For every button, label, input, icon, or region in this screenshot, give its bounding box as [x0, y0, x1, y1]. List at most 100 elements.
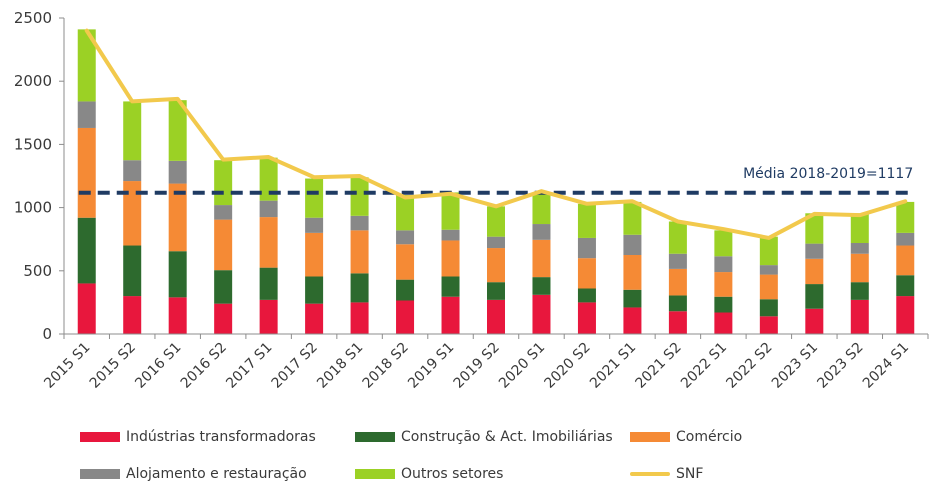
bar-segment: [123, 101, 142, 161]
y-tick-label: 0: [42, 325, 52, 343]
x-tick-label: 2017 S1: [223, 340, 275, 392]
bar-segment: [77, 217, 96, 284]
bar-segment: [259, 217, 278, 268]
x-tick-label: 2022 S1: [678, 340, 730, 392]
x-tick-label: 2020 S1: [496, 340, 548, 392]
x-tick-label: 2021 S2: [632, 340, 684, 392]
bar-segment: [123, 296, 142, 334]
bar-segment: [805, 284, 824, 309]
bar-segment: [850, 242, 869, 254]
bar-segment: [805, 243, 824, 259]
x-tick-label: 2017 S2: [269, 340, 321, 392]
bar-segment: [714, 312, 733, 334]
bar-segment: [168, 100, 187, 161]
bar-segment: [350, 215, 369, 231]
bar-segment: [77, 283, 96, 334]
bar-segment: [305, 303, 324, 334]
bar-segment: [714, 296, 733, 313]
bar-segment: [259, 267, 278, 300]
bar-segment: [259, 157, 278, 201]
bar-segment: [668, 253, 687, 269]
bar-segment: [123, 160, 142, 182]
bar-segment: [168, 183, 187, 252]
bar-segment: [305, 276, 324, 304]
bar-segment: [759, 265, 778, 275]
bar-segment: [532, 239, 551, 278]
bar-segment: [214, 270, 233, 304]
x-tick-label: 2016 S1: [132, 340, 184, 392]
bar-segment: [623, 201, 642, 235]
bar-segment: [577, 237, 596, 259]
bar-segment: [259, 299, 278, 334]
bar-segment: [623, 289, 642, 308]
bar-segment: [123, 245, 142, 297]
bar-segment: [214, 303, 233, 334]
bar-segment: [532, 194, 551, 225]
bar-segment: [577, 302, 596, 334]
bar-segment: [896, 232, 915, 246]
y-tick-label: 1500: [14, 135, 52, 153]
bar-segment: [668, 221, 687, 254]
bar-segment: [487, 282, 505, 300]
bar-segment: [532, 224, 551, 240]
bar-segment: [396, 300, 415, 334]
bar-segment: [214, 205, 233, 220]
bar-segment: [759, 274, 778, 300]
bar-segment: [805, 308, 824, 334]
bar-segment: [850, 253, 869, 283]
bar-segment: [668, 268, 687, 296]
bar-segment: [77, 127, 96, 218]
x-tick-label: 2021 S1: [587, 340, 639, 392]
x-tick-label: 2019 S2: [451, 340, 503, 392]
bar-segment: [441, 276, 460, 297]
x-tick-label: 2023 S1: [769, 340, 821, 392]
bar-segment: [896, 296, 915, 334]
bar-segment: [623, 307, 642, 334]
bar-segment: [850, 213, 869, 243]
x-tick-label: 2022 S2: [723, 340, 775, 392]
bar-segment: [305, 232, 324, 277]
y-tick-label: 500: [23, 262, 52, 280]
bar-segment: [850, 282, 869, 300]
bar-segment: [77, 101, 96, 128]
x-tick-label: 2018 S2: [360, 340, 412, 392]
y-tick-label: 2500: [14, 9, 52, 27]
bar-segment: [487, 206, 505, 237]
x-tick-label: 2016 S2: [178, 340, 230, 392]
bar-segment: [396, 244, 415, 280]
bar-segment: [441, 296, 460, 334]
bar-segment: [259, 200, 278, 218]
bar-segment: [350, 230, 369, 274]
bar-segment: [850, 299, 869, 334]
bar-segment: [896, 245, 915, 276]
bar-segment: [896, 201, 915, 233]
bar-segment: [714, 230, 733, 257]
bar-segment: [123, 181, 142, 246]
bar-segment: [577, 258, 596, 289]
x-tick-label: 2023 S2: [814, 340, 866, 392]
bar-segment: [305, 178, 324, 218]
bar-segment: [623, 234, 642, 255]
y-axis: 0 500 1000 1500 2000 2500: [14, 9, 65, 343]
x-tick-label: 2020 S2: [542, 340, 594, 392]
bar-segment: [350, 273, 369, 303]
bar-segment: [396, 279, 415, 301]
bar-segment: [441, 240, 460, 277]
bar-segment: [214, 160, 233, 206]
x-tick-label: 2015 S2: [87, 340, 139, 392]
x-tick-label: 2019 S1: [405, 340, 457, 392]
bar-segment: [532, 277, 551, 295]
bar-segment: [168, 297, 187, 334]
bar-segment: [668, 311, 687, 334]
bar-segment: [623, 255, 642, 290]
bar-segment: [759, 316, 778, 334]
bar-segment: [441, 192, 460, 230]
bar-segment: [577, 203, 596, 238]
x-tick-label: 2015 S1: [41, 340, 93, 392]
bar-segment: [487, 299, 505, 334]
bar-segment: [168, 160, 187, 184]
bar-segment: [77, 29, 96, 102]
bar-segment: [805, 213, 824, 244]
bar-segment: [759, 299, 778, 317]
bar-segment: [350, 302, 369, 334]
